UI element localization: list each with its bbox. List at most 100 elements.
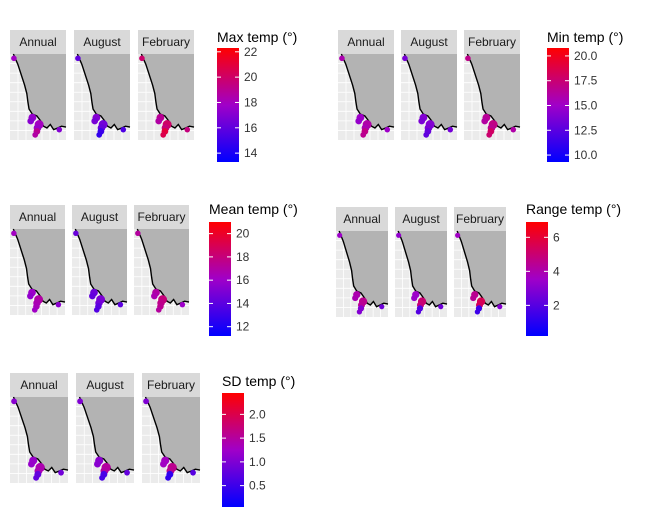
land-area	[137, 229, 189, 305]
facet-label: February	[456, 212, 504, 226]
facet-strip	[338, 30, 394, 54]
facet-label: August	[410, 35, 448, 49]
site-point	[355, 117, 363, 125]
colorbar-tick-label: 18	[236, 250, 250, 264]
legend-title: Min temp (°)	[547, 29, 623, 45]
site-point	[139, 55, 145, 62]
site-point	[415, 309, 422, 315]
site-point	[91, 117, 99, 125]
colorbar-tick-label: 2.0	[249, 407, 266, 421]
site-point	[33, 474, 40, 481]
site-point	[143, 398, 149, 405]
land-area	[75, 229, 127, 305]
colorbar-tick-label: 6	[553, 230, 560, 244]
facet-label: August	[402, 212, 440, 226]
facet-strip	[395, 207, 447, 231]
land-area	[404, 54, 457, 130]
colorbar	[222, 393, 244, 507]
legend-title: SD temp (°)	[222, 373, 295, 389]
site-point	[135, 230, 141, 237]
colorbar-tick-label: 16	[244, 121, 258, 135]
site-point	[155, 117, 163, 125]
site-point	[93, 307, 100, 313]
site-point	[184, 126, 191, 133]
facet-panel-february: February	[464, 30, 521, 140]
site-point	[356, 309, 363, 315]
colorbar-tick-label: 0.5	[249, 479, 266, 493]
chart-block-4: Annual August February Range temp (°) 2 4 6	[336, 201, 621, 336]
land-area	[145, 397, 200, 473]
site-point	[32, 131, 39, 138]
site-point	[165, 474, 172, 481]
facet-label: Annual	[343, 212, 380, 226]
site-point	[58, 469, 64, 476]
site-point	[360, 131, 367, 138]
land-area	[467, 54, 520, 130]
facet-panel-august: August	[74, 30, 131, 140]
facet-panel-february: February	[142, 373, 201, 483]
facet-strip	[142, 373, 200, 397]
site-point	[411, 294, 418, 302]
site-point	[11, 398, 17, 405]
land-area	[457, 231, 506, 307]
facet-label: February	[137, 210, 185, 224]
facet-strip	[74, 30, 130, 54]
colorbar	[217, 48, 239, 162]
site-point	[481, 117, 489, 125]
site-point	[486, 131, 493, 138]
site-point	[99, 474, 106, 481]
site-point	[447, 126, 454, 133]
facet-panel-august: August	[72, 205, 128, 315]
site-point	[418, 117, 426, 125]
facet-panel-august: August	[401, 30, 458, 140]
facet-strip	[10, 373, 68, 397]
chart-block-3: Annual August February Mean temp (°) 12 14 16 1…	[10, 201, 298, 336]
site-point	[28, 460, 35, 468]
colorbar	[209, 222, 231, 336]
site-point	[465, 55, 471, 62]
site-point	[160, 460, 167, 468]
facet-label: Annual	[19, 35, 56, 49]
colorbar-tick-label: 1.5	[249, 431, 266, 445]
facet-strip	[464, 30, 520, 54]
site-point	[423, 131, 430, 138]
facet-panel-february: February	[134, 205, 190, 315]
site-point	[379, 304, 385, 310]
land-area	[77, 54, 130, 130]
site-point	[151, 292, 158, 300]
site-point	[384, 126, 391, 133]
facet-strip	[454, 207, 506, 231]
site-point	[56, 126, 63, 133]
colorbar-tick-label: 4	[553, 264, 560, 278]
site-point	[470, 294, 477, 302]
colorbar-tick-label: 2	[553, 298, 560, 312]
legend-title: Max temp (°)	[217, 29, 297, 45]
site-point	[73, 230, 79, 237]
land-area	[141, 54, 194, 130]
site-point	[497, 304, 503, 310]
site-point	[396, 232, 402, 238]
land-area	[13, 397, 68, 473]
facet-label: February	[142, 35, 190, 49]
facet-label: Annual	[20, 378, 57, 392]
facet-label: August	[83, 35, 121, 49]
facet-panel-february: February	[454, 207, 507, 317]
facet-panel-annual: Annual	[336, 207, 389, 317]
facet-strip	[138, 30, 194, 54]
facet-strip	[72, 205, 127, 229]
figure-root: Annual August February Max temp (°)14161820…	[10, 29, 623, 507]
site-point	[89, 292, 96, 300]
site-point	[11, 230, 17, 237]
colorbar-tick-label: 18	[244, 95, 258, 109]
site-point	[27, 117, 35, 125]
site-point	[117, 301, 124, 308]
facet-label: Annual	[347, 35, 384, 49]
facet-strip	[134, 205, 189, 229]
site-point	[190, 469, 196, 476]
chart-block-1: Annual August February Max temp (°) 14 16 18 20…	[10, 29, 297, 162]
site-point	[438, 304, 444, 310]
colorbar-tick-label: 14	[236, 296, 250, 310]
facet-strip	[336, 207, 388, 231]
legend-title: Range temp (°)	[526, 201, 621, 217]
